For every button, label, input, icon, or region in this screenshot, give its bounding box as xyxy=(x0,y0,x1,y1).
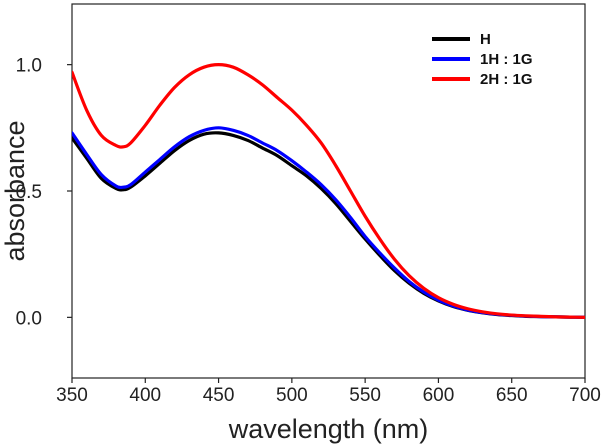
y-axis-title: absorbance xyxy=(0,120,30,261)
legend-label: 2H : 1G xyxy=(480,71,533,88)
x-tick-label: 550 xyxy=(349,385,381,406)
x-tick-label: 350 xyxy=(56,385,88,406)
series-line-1 xyxy=(72,131,585,319)
x-tick-label: 650 xyxy=(496,385,528,406)
x-tick-label: 400 xyxy=(129,385,161,406)
x-tick-label: 600 xyxy=(423,385,455,406)
legend: H 1H : 1G 2H : 1G xyxy=(432,31,533,88)
x-tick-label: 700 xyxy=(569,385,601,406)
series-line-3 xyxy=(72,63,585,319)
x-axis-title: wavelength (nm) xyxy=(228,414,429,444)
x-tick-label: 500 xyxy=(276,385,308,406)
legend-label: 1H : 1G xyxy=(480,51,533,68)
x-tick-label: 450 xyxy=(203,385,235,406)
series-group xyxy=(72,63,585,319)
y-tick-label: 0.0 xyxy=(16,308,42,329)
y-tick-label: 1.0 xyxy=(16,56,42,77)
legend-label: H xyxy=(480,31,491,48)
y-tick-label: 0.5 xyxy=(16,182,42,203)
